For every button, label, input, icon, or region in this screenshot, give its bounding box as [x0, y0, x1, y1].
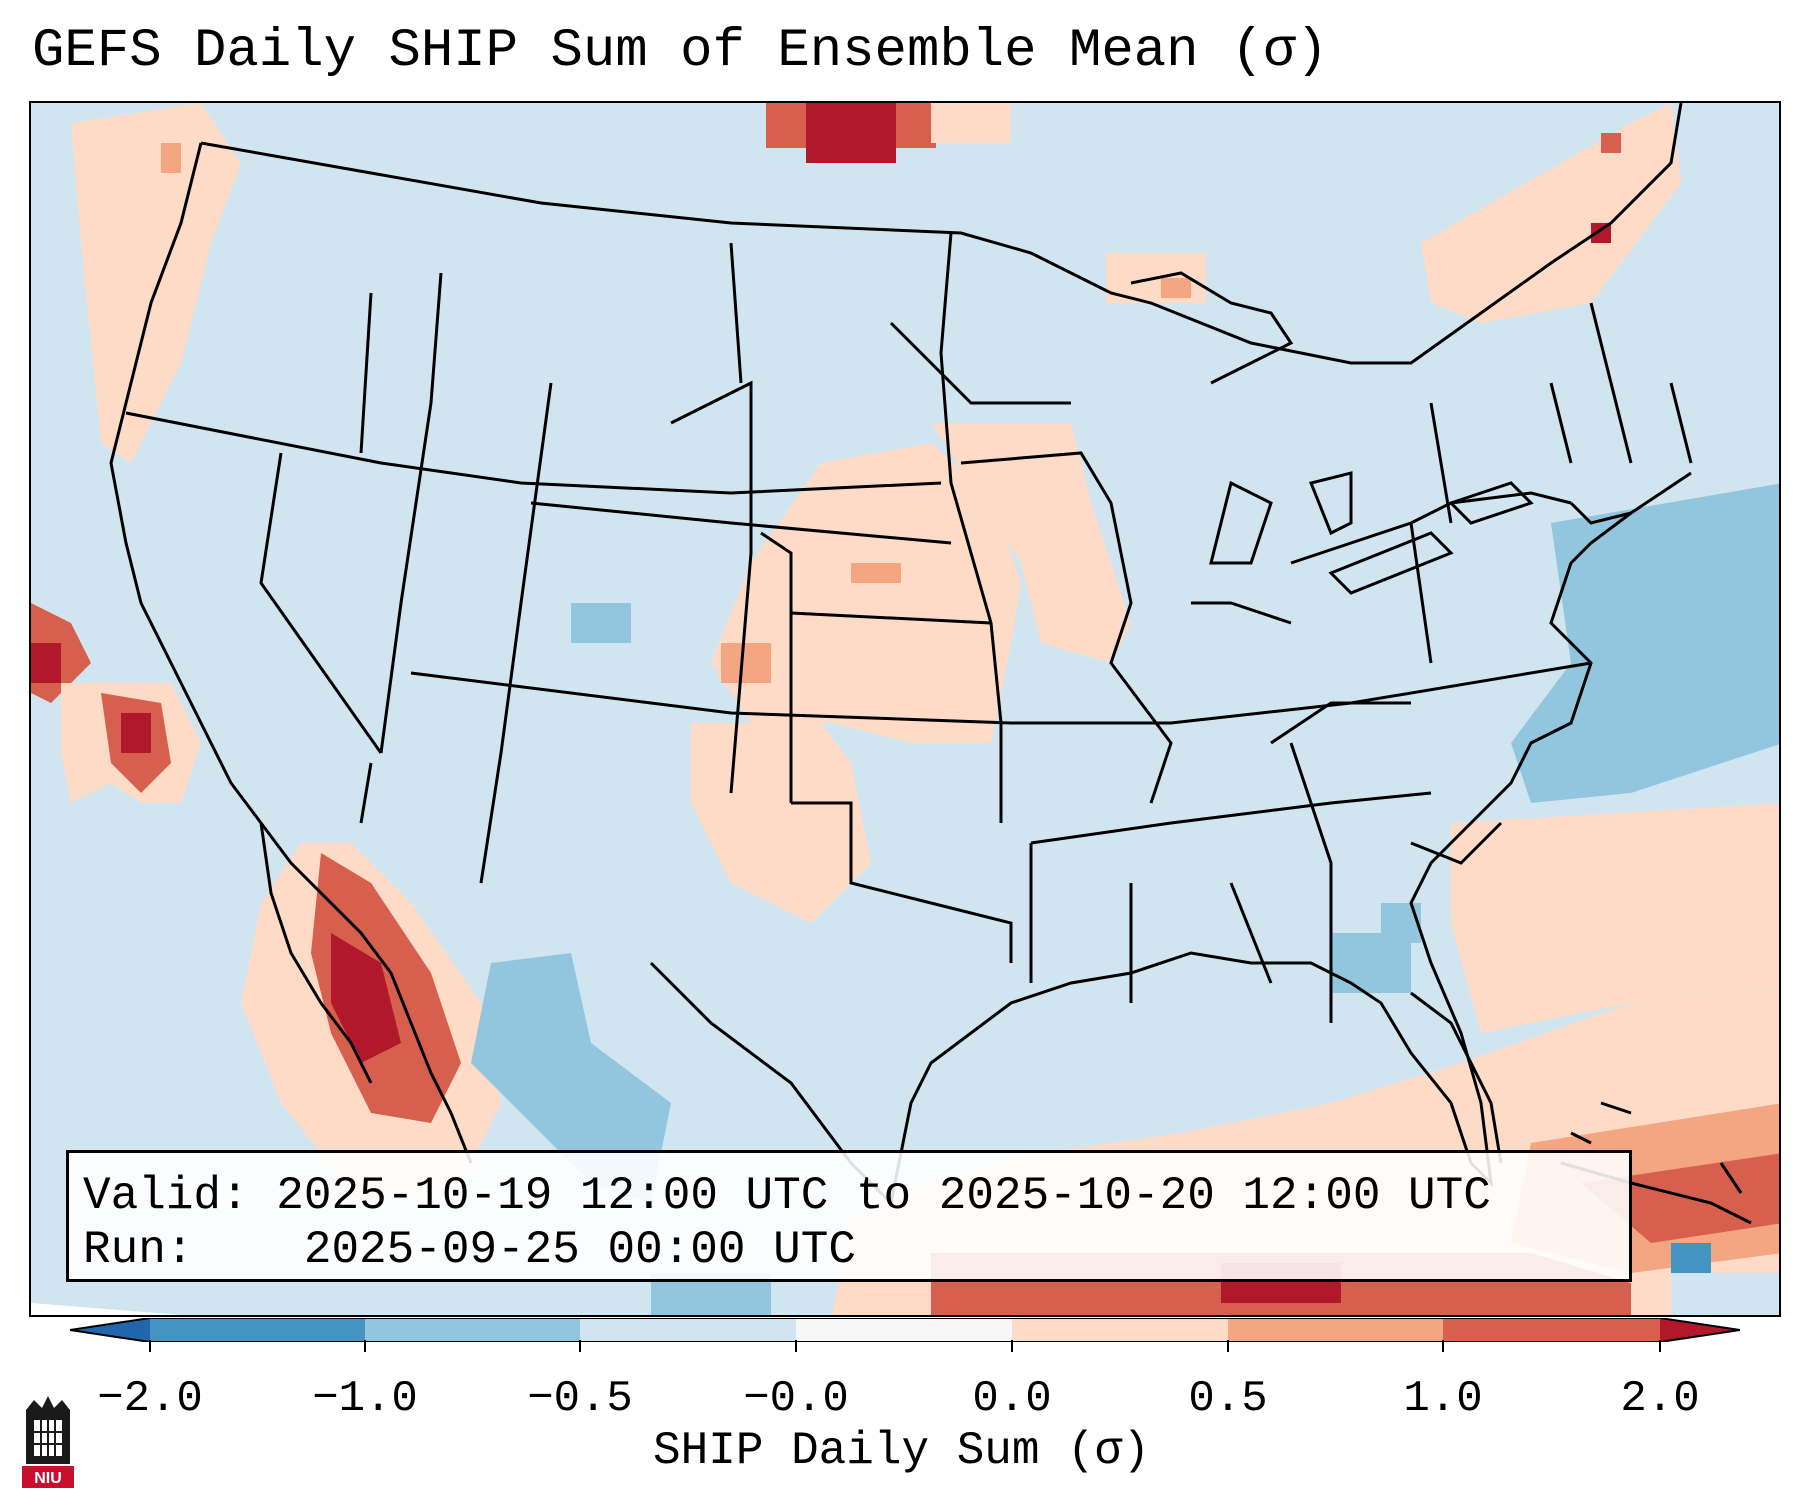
colorbar-segment-1: [150, 1318, 365, 1342]
colorbar-ticks: −2.0 −1.0 −0.5 −0.0 0.0 0.5 1.0 2.0: [0, 1340, 1803, 1424]
map-panel: [29, 101, 1781, 1317]
run-value: 2025-09-25 00:00 UTC: [303, 1224, 856, 1276]
run-label: Run:: [83, 1224, 194, 1276]
tick-mark: [364, 1340, 366, 1352]
tick-mark: [1011, 1340, 1013, 1352]
tick-label: −0.0: [743, 1374, 849, 1424]
valid-run-info-box: Valid: 2025-10-19 12:00 UTC to 2025-10-2…: [66, 1150, 1632, 1282]
colorbar-segment-6: [1228, 1318, 1443, 1342]
niu-logo-text: NIU: [34, 1470, 62, 1487]
tick-label: −0.5: [527, 1374, 633, 1424]
colorbar-segment-5: [1012, 1318, 1228, 1342]
colorbar-segment-7: [1443, 1318, 1660, 1342]
tick-label: 0.5: [1188, 1374, 1268, 1424]
colorbar-segment-2: [365, 1318, 580, 1342]
tick-label: −1.0: [312, 1374, 418, 1424]
tick-label: 0.0: [972, 1374, 1052, 1424]
map-title: GEFS Daily SHIP Sum of Ensemble Mean (σ): [32, 21, 1329, 82]
tick-label: 1.0: [1403, 1374, 1483, 1424]
colorbar: [70, 1318, 1740, 1342]
colorbar-extend-low: [70, 1318, 150, 1342]
valid-line: Valid: 2025-10-19 12:00 UTC to 2025-10-2…: [83, 1169, 1629, 1223]
colorbar-segment-3: [580, 1318, 796, 1342]
tick-mark: [149, 1340, 151, 1352]
state-borders: [109, 103, 1752, 1225]
colorbar-label: SHIP Daily Sum (σ): [653, 1425, 1150, 1477]
tick-mark: [1227, 1340, 1229, 1352]
run-line: Run: 2025-09-25 00:00 UTC: [83, 1223, 1629, 1277]
valid-label: Valid:: [83, 1170, 249, 1222]
tick-mark: [579, 1340, 581, 1352]
niu-logo: NIU: [22, 1396, 74, 1488]
valid-value: 2025-10-19 12:00 UTC to 2025-10-20 12:00…: [276, 1170, 1491, 1222]
tick-mark: [1442, 1340, 1444, 1352]
colorbar-segment-4: [796, 1318, 1012, 1342]
tick-mark: [795, 1340, 797, 1352]
tick-mark: [1659, 1340, 1661, 1352]
tick-label: −2.0: [97, 1374, 203, 1424]
tick-label: 2.0: [1620, 1374, 1700, 1424]
colorbar-extend-high: [1660, 1318, 1740, 1342]
